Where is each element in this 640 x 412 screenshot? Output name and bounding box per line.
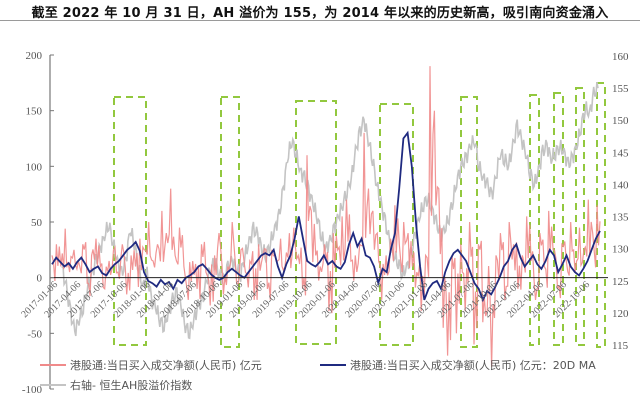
legend: 港股通:当日买入成交净额(人民币) 亿元 港股通:当日买入成交净额(人民币) 亿元…	[40, 358, 596, 392]
right-tick-label: 120	[612, 308, 629, 320]
ma20-line	[51, 130, 601, 303]
right-tick-label: 130	[612, 244, 629, 256]
legend-label: 港股通:当日买入成交净额(人民币) 亿元	[70, 358, 262, 372]
left-tick-label: 150	[26, 106, 43, 118]
highlight-box	[553, 92, 564, 346]
highlight-box	[596, 82, 606, 348]
series-20d-ma	[51, 130, 601, 303]
highlight-box	[113, 96, 147, 346]
right-tick-label: 115	[612, 340, 629, 352]
daily-net-buy-line	[51, 66, 601, 367]
series-ah-premium-index	[61, 81, 599, 340]
right-tick-label: 155	[612, 83, 629, 95]
right-tick-label: 160	[612, 51, 629, 63]
right-tick-label: 140	[612, 179, 629, 191]
right-tick-label: 125	[612, 276, 629, 288]
highlight-box	[379, 103, 414, 346]
highlight-box	[220, 96, 240, 348]
legend-label: 右轴- 恒生AH股溢价指数	[70, 378, 192, 392]
right-tick-label: 150	[612, 115, 629, 127]
left-tick-label: -50	[27, 328, 42, 340]
highlight-box	[575, 87, 585, 346]
left-tick-label: -100	[22, 384, 43, 396]
series-daily-net-buy	[51, 66, 601, 367]
highlight-box	[529, 94, 540, 346]
left-tick-label: 200	[26, 50, 43, 62]
left-tick-label: 100	[26, 161, 43, 173]
left-tick-label: 50	[31, 217, 43, 229]
left-tick-label: 0	[37, 273, 43, 285]
ah-premium-line	[61, 81, 599, 340]
chart-title: 截至 2022 年 10 月 31 日，AH 溢价为 155，为 2014 年以…	[31, 6, 609, 21]
right-tick-label: 145	[612, 147, 629, 159]
right-tick-label: 135	[612, 212, 629, 224]
title-divider	[0, 20, 640, 21]
legend-label: 港股通:当日买入成交净额(人民币) 亿元：20D MA	[350, 358, 596, 372]
